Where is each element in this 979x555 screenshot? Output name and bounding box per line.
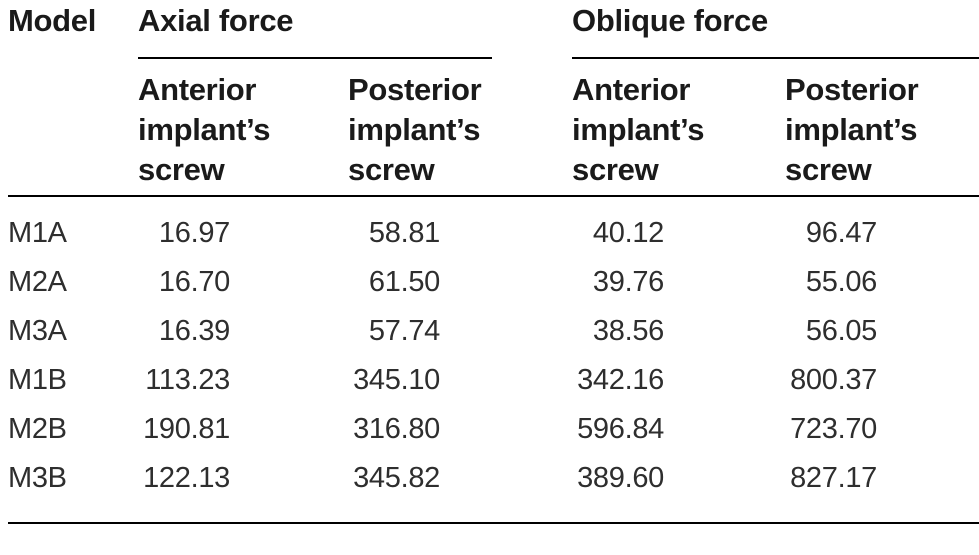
value-cell: 389.60 xyxy=(577,462,664,494)
value-cell: 113.23 xyxy=(145,364,230,396)
subheader-axial-anterior: Anterior implant’s screw xyxy=(138,72,271,187)
table-row: M1A 16.97 58.81 40.12 96.47 xyxy=(8,209,979,258)
value-cell: 40.12 xyxy=(592,217,664,249)
value-cell: 39.76 xyxy=(592,266,664,298)
table-row: M2A 16.70 61.50 39.76 55.06 xyxy=(8,258,979,307)
model-label: M3B xyxy=(8,462,67,494)
value-cell: 58.81 xyxy=(368,217,440,249)
value-cell: 56.05 xyxy=(805,315,877,347)
oblique-group-rule xyxy=(572,57,979,59)
model-label: M3A xyxy=(8,315,67,347)
value-cell: 827.17 xyxy=(790,462,877,494)
model-label: M2B xyxy=(8,413,67,445)
value-cell: 723.70 xyxy=(790,413,877,445)
subheader-axial-posterior: Posterior implant’s screw xyxy=(348,72,482,187)
group-header-row: Model Axial force Oblique force xyxy=(8,0,979,59)
table-body: M1A 16.97 58.81 40.12 96.47 M2A 16.70 61… xyxy=(8,197,979,524)
model-label: M1A xyxy=(8,217,67,249)
value-cell: 596.84 xyxy=(577,413,664,445)
value-cell: 345.82 xyxy=(353,462,440,494)
value-cell: 122.13 xyxy=(143,462,230,494)
value-cell: 345.10 xyxy=(353,364,440,396)
model-label: M1B xyxy=(8,364,67,396)
value-cell: 57.74 xyxy=(368,315,440,347)
value-cell: 316.80 xyxy=(353,413,440,445)
table-row: M2B 190.81 316.80 596.84 723.70 xyxy=(8,405,979,454)
axial-group-rule xyxy=(138,57,492,59)
model-label: M2A xyxy=(8,266,67,298)
subheader-oblique-anterior: Anterior implant’s screw xyxy=(572,72,705,187)
axial-force-group-label: Axial force xyxy=(138,3,294,38)
table-row: M3A 16.39 57.74 38.56 56.05 xyxy=(8,307,979,356)
value-cell: 38.56 xyxy=(592,315,664,347)
table-row: M3B 122.13 345.82 389.60 827.17 xyxy=(8,454,979,503)
axial-force-group: Axial force xyxy=(138,0,572,59)
oblique-force-group: Oblique force xyxy=(572,0,979,59)
value-cell: 16.97 xyxy=(158,217,230,249)
subheader-oblique-posterior: Posterior implant’s screw xyxy=(785,72,919,187)
value-cell: 16.39 xyxy=(158,315,230,347)
subheader-spacer xyxy=(8,70,138,195)
value-cell: 342.16 xyxy=(577,364,664,396)
value-cell: 61.50 xyxy=(368,266,440,298)
value-cell: 800.37 xyxy=(790,364,877,396)
oblique-force-group-label: Oblique force xyxy=(572,3,768,38)
table-row: M1B 113.23 345.10 342.16 800.37 xyxy=(8,356,979,405)
value-cell: 55.06 xyxy=(805,266,877,298)
value-cell: 190.81 xyxy=(143,413,230,445)
value-cell: 16.70 xyxy=(158,266,230,298)
value-cell: 96.47 xyxy=(805,217,877,249)
model-column-header: Model xyxy=(8,3,97,38)
subheader-row: Anterior implant’s screw Posterior impla… xyxy=(8,59,979,197)
